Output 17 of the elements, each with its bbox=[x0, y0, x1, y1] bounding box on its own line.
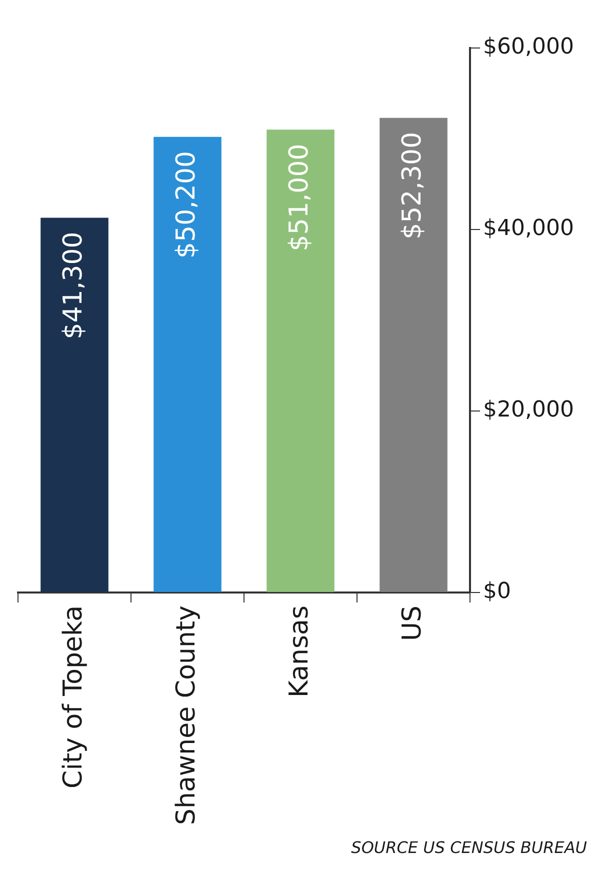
x-tick-label: US bbox=[397, 605, 428, 642]
source-note: SOURCE US CENSUS BUREAU bbox=[350, 838, 587, 857]
x-tick-label: Shawnee County bbox=[171, 605, 202, 825]
y-tick-label: $40,000 bbox=[483, 216, 574, 242]
data-label: $50,200 bbox=[171, 150, 202, 258]
x-tick-label: Kansas bbox=[284, 605, 314, 698]
data-label: $41,300 bbox=[58, 232, 88, 340]
bar bbox=[154, 136, 222, 592]
bar bbox=[380, 118, 448, 592]
x-tick-label: City of Topeka bbox=[58, 605, 88, 788]
data-label: $52,300 bbox=[397, 132, 428, 240]
bar bbox=[266, 130, 334, 592]
y-tick-label: $20,000 bbox=[483, 398, 574, 423]
y-tick-label: $60,000 bbox=[483, 34, 574, 60]
y-tick-label: $0 bbox=[483, 579, 512, 604]
bar bbox=[40, 218, 108, 592]
data-label: $51,000 bbox=[284, 144, 314, 252]
